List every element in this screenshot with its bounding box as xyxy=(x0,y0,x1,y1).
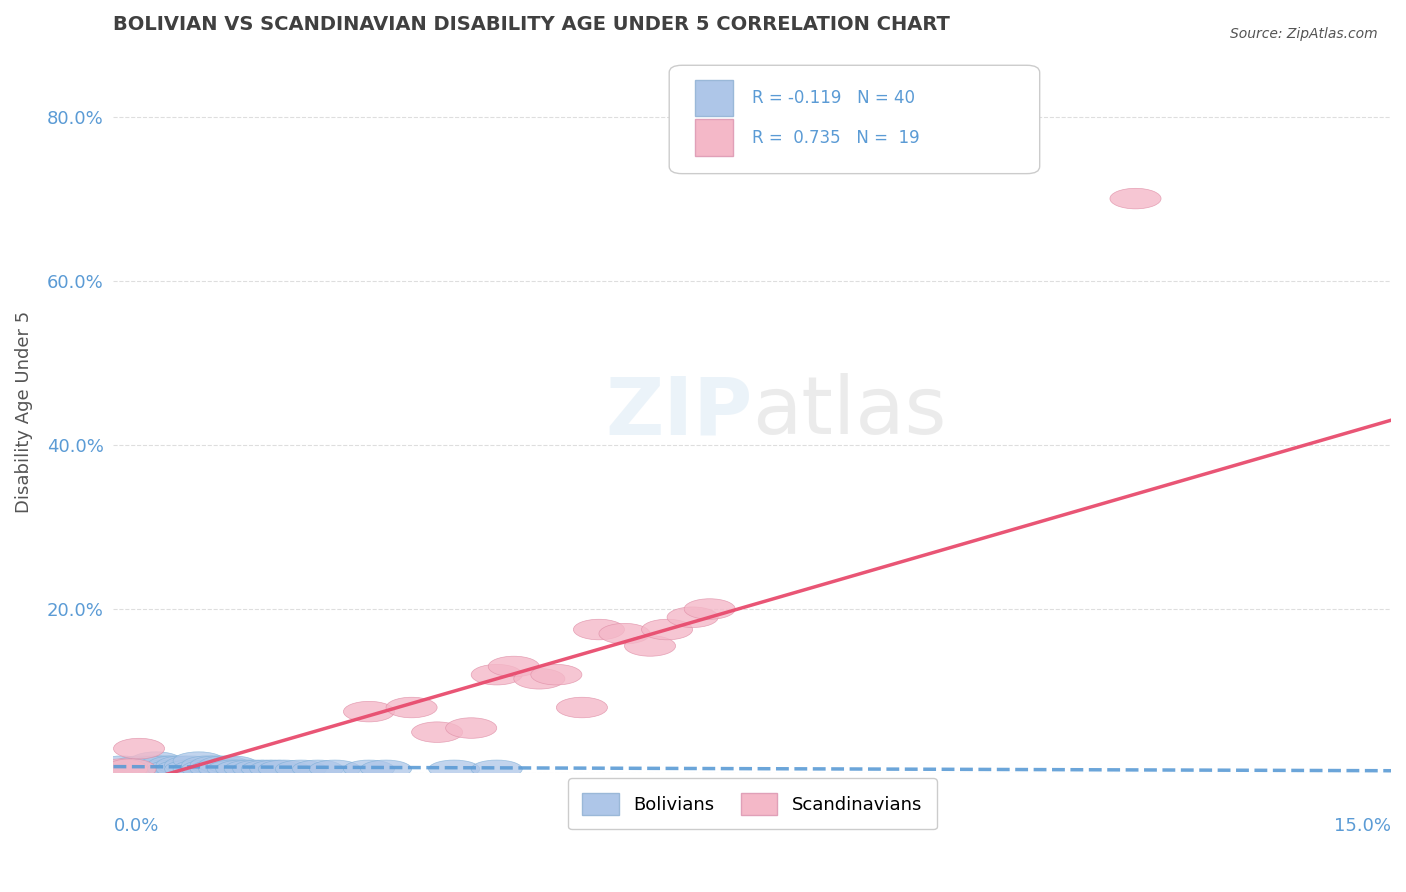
Ellipse shape xyxy=(292,760,343,778)
Ellipse shape xyxy=(666,607,718,627)
Ellipse shape xyxy=(173,752,224,770)
Ellipse shape xyxy=(139,756,190,774)
Ellipse shape xyxy=(190,760,242,778)
Text: ZIP: ZIP xyxy=(605,373,752,451)
Ellipse shape xyxy=(198,760,250,778)
Ellipse shape xyxy=(412,722,463,742)
Ellipse shape xyxy=(531,665,582,685)
Ellipse shape xyxy=(387,698,437,718)
Text: 0.0%: 0.0% xyxy=(114,816,159,835)
Ellipse shape xyxy=(181,756,233,774)
Text: atlas: atlas xyxy=(752,373,946,451)
Ellipse shape xyxy=(242,760,292,778)
Ellipse shape xyxy=(114,756,165,774)
Ellipse shape xyxy=(685,599,735,619)
Ellipse shape xyxy=(97,759,148,780)
Ellipse shape xyxy=(131,760,181,778)
Ellipse shape xyxy=(276,760,326,778)
Ellipse shape xyxy=(1109,188,1161,209)
Y-axis label: Disability Age Under 5: Disability Age Under 5 xyxy=(15,311,32,513)
Ellipse shape xyxy=(641,619,693,640)
Ellipse shape xyxy=(488,657,540,677)
Ellipse shape xyxy=(114,739,165,759)
Ellipse shape xyxy=(114,760,165,778)
Ellipse shape xyxy=(360,760,412,778)
Ellipse shape xyxy=(446,718,496,739)
Ellipse shape xyxy=(343,760,395,778)
Text: BOLIVIAN VS SCANDINAVIAN DISABILITY AGE UNDER 5 CORRELATION CHART: BOLIVIAN VS SCANDINAVIAN DISABILITY AGE … xyxy=(114,15,950,34)
Text: R =  0.735   N =  19: R = 0.735 N = 19 xyxy=(752,128,920,146)
Legend: Bolivians, Scandinavians: Bolivians, Scandinavians xyxy=(568,778,936,830)
FancyBboxPatch shape xyxy=(669,65,1039,174)
Ellipse shape xyxy=(557,698,607,718)
Ellipse shape xyxy=(198,756,250,774)
Ellipse shape xyxy=(207,756,259,774)
Ellipse shape xyxy=(131,756,181,774)
Ellipse shape xyxy=(471,665,522,685)
Ellipse shape xyxy=(131,752,181,770)
Ellipse shape xyxy=(156,760,207,778)
Ellipse shape xyxy=(97,756,148,774)
Ellipse shape xyxy=(139,760,190,778)
Ellipse shape xyxy=(599,624,650,644)
Ellipse shape xyxy=(429,760,479,778)
Ellipse shape xyxy=(105,759,156,780)
Ellipse shape xyxy=(574,619,624,640)
Ellipse shape xyxy=(215,760,267,778)
Ellipse shape xyxy=(471,760,522,778)
Text: R = -0.119   N = 40: R = -0.119 N = 40 xyxy=(752,89,915,107)
Text: 15.0%: 15.0% xyxy=(1334,816,1391,835)
Ellipse shape xyxy=(624,636,676,657)
Ellipse shape xyxy=(156,756,207,774)
Ellipse shape xyxy=(148,756,198,774)
Ellipse shape xyxy=(165,760,215,778)
FancyBboxPatch shape xyxy=(695,120,733,155)
Text: Source: ZipAtlas.com: Source: ZipAtlas.com xyxy=(1230,27,1378,41)
Ellipse shape xyxy=(233,760,284,778)
Ellipse shape xyxy=(165,756,215,774)
Ellipse shape xyxy=(259,760,309,778)
Ellipse shape xyxy=(105,760,156,778)
Ellipse shape xyxy=(250,760,301,778)
Ellipse shape xyxy=(343,701,395,722)
Ellipse shape xyxy=(173,760,224,778)
Ellipse shape xyxy=(122,756,173,774)
Ellipse shape xyxy=(309,760,360,778)
Ellipse shape xyxy=(122,760,173,778)
FancyBboxPatch shape xyxy=(695,79,733,116)
Ellipse shape xyxy=(190,756,242,774)
Ellipse shape xyxy=(207,760,259,778)
Ellipse shape xyxy=(513,668,565,689)
Ellipse shape xyxy=(181,760,233,778)
Ellipse shape xyxy=(224,760,276,778)
Ellipse shape xyxy=(148,760,198,778)
